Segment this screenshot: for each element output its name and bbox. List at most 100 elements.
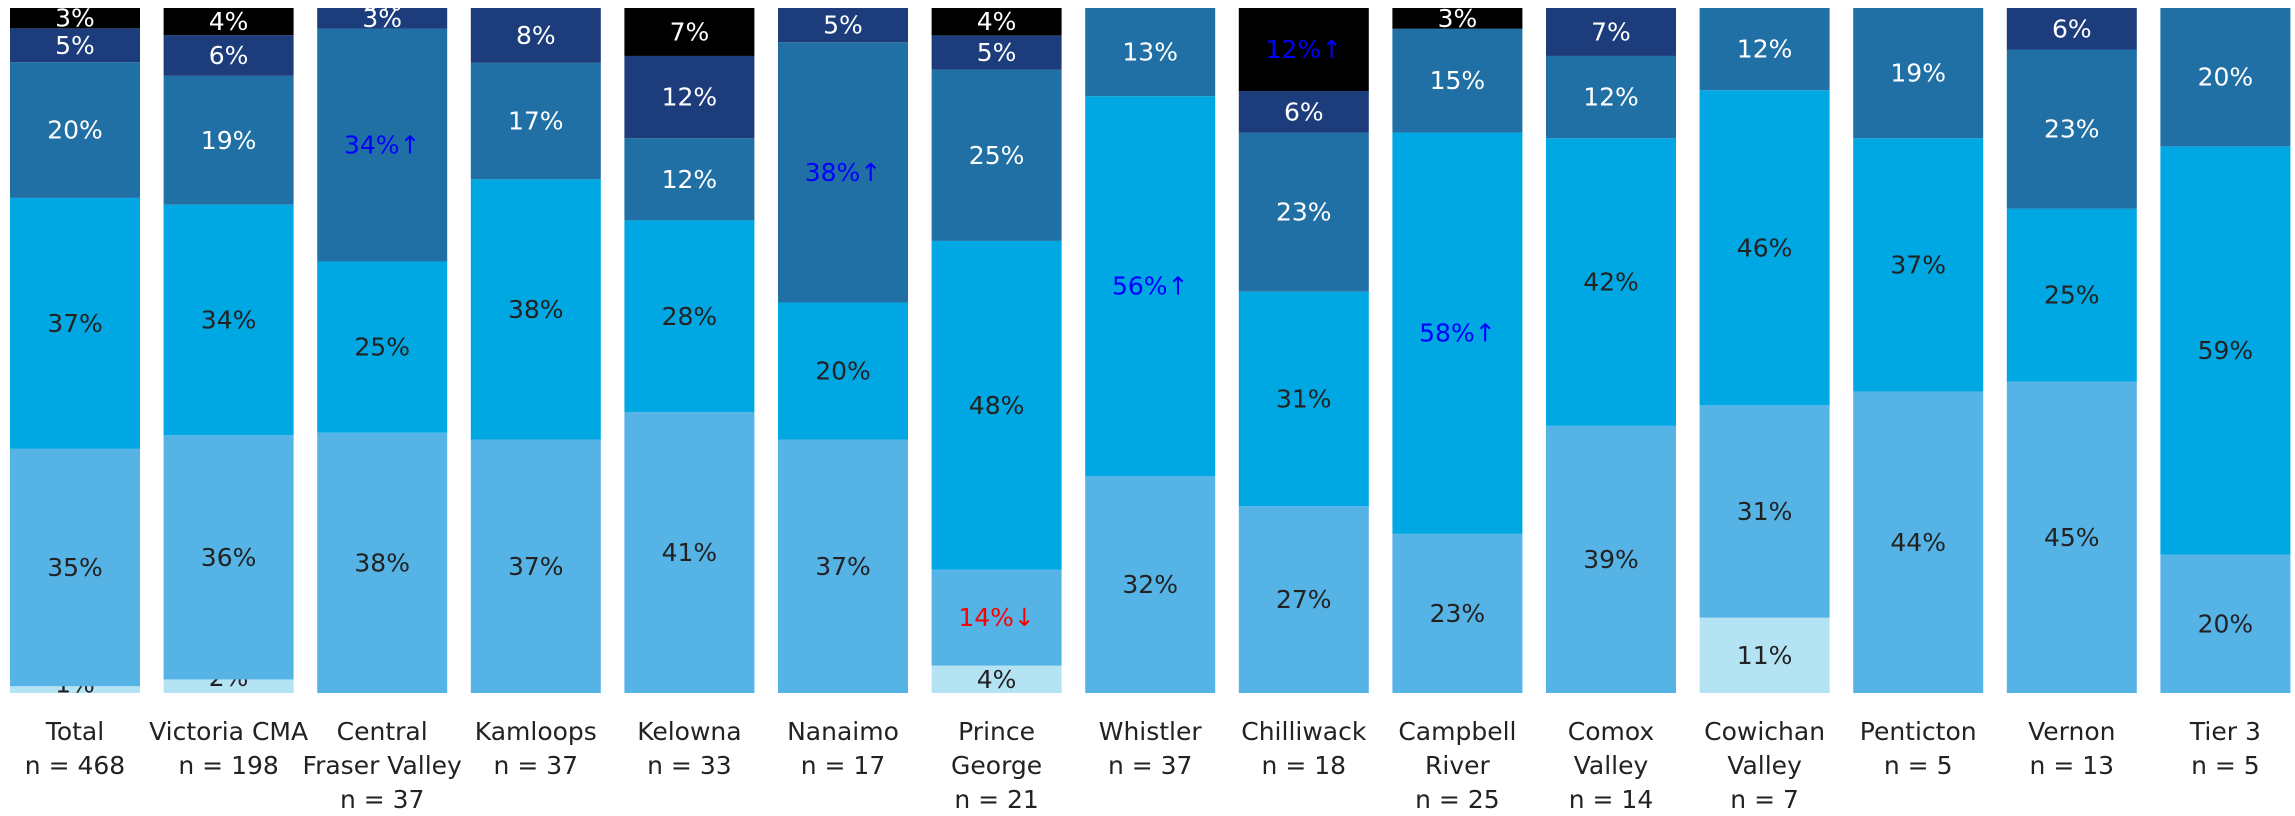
bar-segment (624, 220, 755, 413)
category-label: Total (45, 717, 104, 746)
category-label: n = 198 (178, 751, 278, 780)
data-label: 34%↑ (344, 131, 421, 160)
bar-segment (2160, 146, 2291, 555)
data-label: 37% (1890, 250, 1946, 279)
data-label: 8% (516, 21, 556, 50)
category-label: Fraser Valley (303, 751, 463, 780)
data-label: 23% (2044, 115, 2100, 144)
data-label: 4% (209, 7, 249, 36)
data-label: 35% (47, 553, 103, 582)
data-label: 4% (977, 7, 1017, 36)
category-label: n = 33 (647, 751, 732, 780)
bar-segment (1853, 391, 1984, 693)
data-label: 56%↑ (1112, 272, 1189, 301)
bar-segment (931, 569, 1062, 666)
data-label: 31% (1737, 497, 1793, 526)
data-label: 13% (1122, 38, 1178, 67)
category-label: Kelowna (637, 717, 741, 746)
category-label: River (1425, 751, 1490, 780)
bar-group: 23% 58%↑ 15% 3% (1392, 4, 1523, 693)
category-label: Valley (1727, 751, 1802, 780)
category-label: n = 37 (1108, 751, 1193, 780)
bar-segment (1392, 132, 1523, 534)
data-label: 58%↑ (1419, 319, 1496, 348)
data-label: 46% (1737, 233, 1793, 262)
bar-segment (1392, 28, 1523, 133)
data-label: 19% (1890, 59, 1946, 88)
data-label: 5% (823, 11, 863, 40)
category-label: Cowichan (1704, 717, 1825, 746)
bar-segment (778, 42, 908, 303)
data-label: 14%↓ (958, 603, 1035, 632)
data-label: 41% (662, 538, 718, 567)
data-label: 20% (815, 357, 871, 386)
bar-segment (163, 75, 294, 205)
bar-group: 1%35%37%20%5%3% (10, 4, 140, 699)
category-label: Chilliwack (1241, 717, 1367, 746)
data-label: 59% (2198, 336, 2254, 365)
bar-segment (1238, 132, 1369, 292)
category-label: Kamloops (475, 717, 597, 746)
category-label: Valley (1574, 751, 1649, 780)
data-label: 37% (508, 552, 564, 581)
data-label: 23% (1430, 599, 1486, 628)
category-label: Penticton (1860, 717, 1977, 746)
bar-segment (10, 197, 140, 449)
category-label: n = 14 (1569, 785, 1654, 814)
data-label: 19% (201, 126, 257, 155)
category-label: n = 7 (1730, 785, 1799, 814)
bar-segment (1546, 8, 1676, 56)
bar-segment (1699, 405, 1830, 618)
bar-group: 39% 42% 12% 7% (1546, 8, 1676, 693)
data-label: 5% (977, 38, 1017, 67)
data-label: 6% (2052, 14, 2092, 43)
bar-segment (1085, 8, 1216, 97)
bar-group: 27% 31% 23% 6% 12%↑ (1238, 8, 1369, 693)
bar-segment (778, 439, 908, 693)
category-label: n = 18 (1262, 751, 1347, 780)
data-label: 3% (362, 4, 402, 33)
bar-segment (317, 261, 448, 433)
bar-segment (1853, 8, 1984, 139)
data-label: 15% (1430, 66, 1486, 95)
category-label: Vernon (2028, 717, 2115, 746)
data-label: 45% (2044, 523, 2100, 552)
bar-segment (2006, 8, 2137, 50)
data-label: 38% (508, 295, 564, 324)
bar-segment (470, 179, 601, 440)
bar-segment (317, 8, 448, 29)
category-label: n = 17 (801, 751, 886, 780)
bar-segment (163, 35, 294, 76)
bar-segment (624, 8, 755, 56)
bar-segment (470, 8, 601, 63)
data-label: 25% (969, 141, 1025, 170)
data-label: 3% (55, 4, 95, 33)
data-label: 32% (1122, 570, 1178, 599)
data-label: 4% (977, 665, 1017, 694)
data-label: 42% (1583, 268, 1639, 297)
data-label: 12% (1737, 35, 1793, 64)
data-label: 12% (662, 165, 718, 194)
data-label: 7% (1591, 17, 1631, 46)
bar-group: 37% 20% 38%↑ 5% (778, 8, 908, 693)
bar-group: 41% 28% 12% 12% 7% (624, 8, 755, 693)
bar-segment (1238, 291, 1369, 507)
bar-segment (624, 55, 755, 139)
bar-segment (624, 412, 755, 693)
bar-segment (1699, 617, 1830, 693)
bar-segment (2006, 381, 2137, 693)
bar-segment (10, 448, 140, 687)
data-label: 20% (47, 116, 103, 145)
category-label: Campbell (1398, 717, 1516, 746)
data-label: 36% (201, 543, 257, 572)
data-label: 31% (1276, 384, 1332, 413)
bar-segment (163, 679, 294, 693)
bar-segment (10, 28, 140, 63)
bar-segment (317, 28, 448, 262)
bar-segment (1699, 90, 1830, 406)
category-label: Prince (958, 717, 1035, 746)
bar-segment (1699, 8, 1830, 91)
bar-segment (778, 8, 908, 43)
bar-group: 2%36%34%19%6%4% (163, 7, 294, 693)
bar-segment (10, 62, 140, 198)
